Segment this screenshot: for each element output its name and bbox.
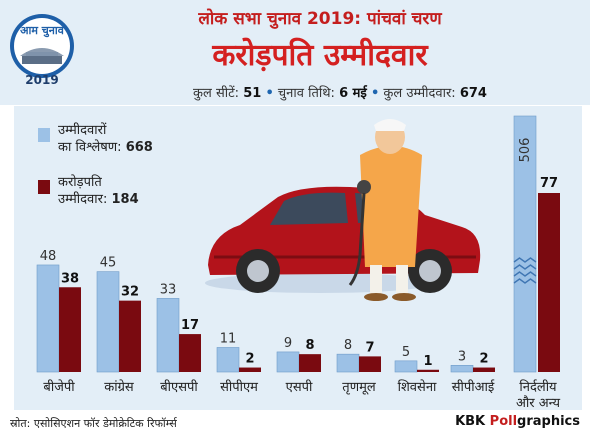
seats-value: 51 bbox=[243, 86, 262, 101]
legend-crorepati-value: 184 bbox=[111, 192, 139, 207]
value-label-crorepati: 2 bbox=[479, 352, 488, 367]
bar-crorepati bbox=[299, 354, 321, 372]
value-label-analysed: 5 bbox=[402, 345, 410, 360]
bar-analysed bbox=[394, 360, 418, 373]
brand-part-poll: Poll bbox=[489, 414, 518, 429]
category-label: सीपीएम bbox=[220, 379, 258, 395]
date-label: चुनाव तिथि: bbox=[277, 86, 335, 101]
legend-swatch-crorepati bbox=[38, 180, 50, 194]
axis-break-zigzag-icon bbox=[513, 257, 537, 284]
logo-text: आम चुनाव bbox=[20, 24, 65, 38]
bar-crorepati bbox=[538, 193, 560, 372]
value-label-analysed: 11 bbox=[220, 331, 237, 346]
date-value: 6 मई bbox=[339, 86, 367, 101]
value-label-analysed: 3 bbox=[458, 349, 466, 364]
category-label: सीपीआई bbox=[452, 379, 496, 395]
parliament-logo-icon: आम चुनाव 2019 bbox=[10, 14, 74, 87]
value-label-analysed: 9 bbox=[284, 336, 292, 351]
value-label-analysed: 8 bbox=[344, 338, 352, 353]
value-label-crorepati: 77 bbox=[540, 176, 558, 191]
logo-year: 2019 bbox=[25, 73, 58, 87]
value-label-crorepati: 7 bbox=[365, 340, 374, 355]
source-note: स्रोत: एसोसिएशन फॉर डेमोक्रेटिक रिफॉर्म्… bbox=[10, 417, 177, 430]
seats-label: कुल सीटें: bbox=[193, 86, 240, 101]
bar-crorepati bbox=[239, 367, 261, 372]
value-label-crorepati: 32 bbox=[121, 285, 139, 300]
value-label-crorepati: 2 bbox=[245, 352, 254, 367]
stats-line: कुल सीटें: 51 • चुनाव तिथि: 6 मई • कुल उ… bbox=[130, 83, 550, 101]
candidate-car-illustration bbox=[205, 119, 481, 301]
bar-crorepati bbox=[417, 369, 439, 372]
category-label: शिवसेना bbox=[398, 379, 437, 395]
value-label-crorepati: 17 bbox=[181, 318, 199, 333]
footer-band bbox=[0, 412, 590, 436]
legend-swatch-analysed bbox=[38, 128, 50, 142]
value-label-analysed: 45 bbox=[100, 256, 117, 271]
legend-analysed-line2: का विश्लेषण: bbox=[58, 140, 122, 155]
separator-dot-icon: • bbox=[265, 86, 274, 101]
supertitle: लोक सभा चुनाव 2019: पांचवां चरण bbox=[198, 9, 442, 29]
bar-analysed bbox=[216, 347, 240, 373]
category-label: और अन्य bbox=[516, 395, 561, 411]
legend-analysed: उम्मीदवारों का विश्लेषण: 668 bbox=[58, 122, 153, 156]
value-label-analysed: 48 bbox=[40, 249, 57, 264]
bar-analysed bbox=[36, 264, 60, 373]
bar-analysed bbox=[513, 115, 537, 373]
page-title: करोड़पति उम्मीदवार bbox=[212, 38, 428, 73]
value-label-crorepati: 1 bbox=[423, 354, 432, 369]
bar-analysed bbox=[276, 351, 300, 373]
separator-dot-icon: • bbox=[370, 86, 380, 101]
candidates-label: कुल उम्मीदवार: bbox=[383, 86, 456, 101]
category-label: एसपी bbox=[286, 379, 313, 395]
bar-analysed bbox=[156, 298, 180, 373]
bar-crorepati bbox=[59, 287, 81, 372]
value-label-analysed: 33 bbox=[160, 282, 177, 297]
category-label: कांग्रेस bbox=[104, 379, 134, 395]
legend-crorepati-line1: करोड़पति bbox=[58, 175, 102, 190]
legend-analysed-value: 668 bbox=[125, 140, 153, 155]
brand-logo: KBK Pollgraphics bbox=[455, 414, 580, 429]
bar-analysed bbox=[336, 353, 360, 373]
value-label-crorepati: 8 bbox=[305, 338, 314, 353]
value-label-crorepati: 38 bbox=[61, 271, 79, 286]
bar-crorepati bbox=[179, 334, 201, 372]
category-label: निर्दलीय bbox=[519, 379, 557, 395]
category-label: बीजेपी bbox=[43, 379, 75, 395]
legend-analysed-line1: उम्मीदवारों bbox=[58, 123, 107, 138]
category-label: बीएसपी bbox=[160, 379, 198, 395]
brand-part-graphics: graphics bbox=[517, 414, 580, 429]
brand-part-kbk: KBK bbox=[455, 414, 490, 429]
value-label-analysed: 506 bbox=[518, 138, 533, 163]
bar-analysed bbox=[450, 365, 474, 373]
bar-crorepati bbox=[119, 300, 141, 372]
header-band bbox=[0, 0, 590, 105]
category-label: तृणमूल bbox=[342, 380, 376, 395]
legend-crorepati-line2: उम्मीदवार: bbox=[58, 192, 108, 207]
legend-crorepati: करोड़पति उम्मीदवार: 184 bbox=[58, 174, 139, 208]
bar-crorepati bbox=[359, 356, 381, 372]
bar-crorepati bbox=[473, 367, 495, 372]
bar-analysed bbox=[96, 271, 120, 373]
candidates-value: 674 bbox=[459, 86, 487, 101]
